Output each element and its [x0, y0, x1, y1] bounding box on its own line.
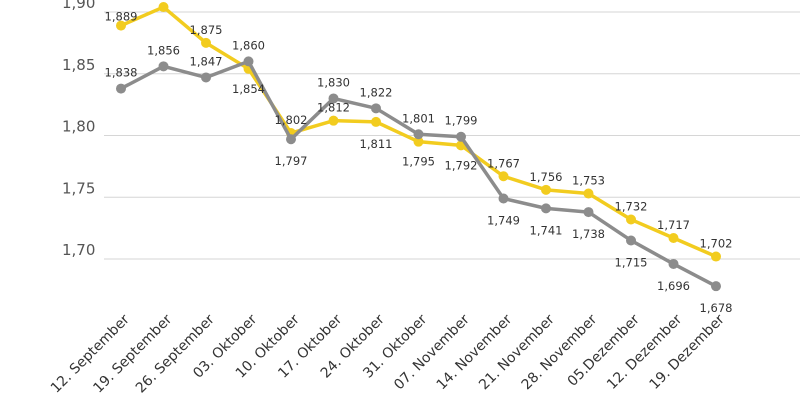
y-tick-label: 1,75 [62, 179, 95, 197]
data-label-yellow: 1,854 [232, 82, 265, 96]
data-point-yellow [371, 116, 381, 127]
data-point-yellow [541, 184, 551, 195]
data-point-yellow [116, 20, 126, 31]
data-point-gray [371, 103, 381, 114]
data-label-gray: 1,715 [615, 255, 648, 269]
data-label-yellow: 1,795 [402, 155, 435, 169]
data-point-gray [286, 134, 296, 145]
y-tick-label: 1,70 [62, 241, 95, 259]
data-label-yellow: 1,811 [360, 137, 393, 151]
data-point-gray [668, 258, 679, 269]
data-label-yellow: 1,753 [572, 174, 605, 188]
x-tick-label: 28. November [519, 311, 601, 393]
data-label-gray: 1,738 [572, 227, 605, 241]
data-label-gray: 1,696 [657, 279, 690, 293]
data-labels: 1,889 1,875 1,854 1,802 1,812 1,811 1,795 1,792… [105, 10, 733, 316]
data-point-gray [456, 131, 466, 142]
data-point-gray [498, 193, 509, 204]
x-tick-label: 14. November [434, 311, 516, 393]
data-label-yellow: 1,756 [530, 170, 563, 184]
data-point-yellow [711, 251, 721, 262]
data-label-yellow: 1,702 [700, 237, 733, 251]
data-label-yellow: 1,717 [657, 218, 690, 232]
y-tick-label: 1,80 [62, 118, 95, 136]
data-point-gray [711, 281, 721, 292]
series-line-gray [119, 59, 718, 288]
data-point-yellow [583, 188, 594, 199]
data-point-yellow [158, 2, 169, 13]
x-tick-label: 12. September [48, 311, 133, 396]
data-point-gray [158, 61, 169, 72]
data-label-gray: 1,856 [147, 43, 180, 57]
data-label-gray: 1,797 [275, 154, 308, 168]
data-label-yellow: 1,767 [487, 156, 520, 170]
x-tick-label: 21. November [476, 311, 558, 393]
data-label-gray: 1,847 [190, 54, 223, 68]
data-label-gray: 1,860 [232, 38, 265, 52]
data-label-yellow: 1,792 [445, 158, 478, 172]
data-label-yellow: 1,802 [275, 113, 308, 127]
data-point-gray [583, 207, 594, 218]
series [116, 2, 721, 292]
x-tick-label: 07. November [391, 311, 473, 393]
y-tick-label: 1,85 [62, 56, 95, 74]
data-point-yellow [668, 233, 679, 244]
data-label-gray: 1,799 [445, 114, 478, 128]
data-label-gray: 1,830 [317, 75, 350, 89]
data-point-yellow [413, 136, 424, 147]
data-point-gray [116, 83, 126, 94]
data-label-yellow: 1,889 [105, 10, 138, 24]
data-point-gray [413, 129, 424, 140]
data-point-yellow [498, 171, 509, 182]
x-tick-label: 19. Dezember [647, 311, 728, 392]
y-axis-ticks: 1,70 1,75 1,80 1,85 1,90 [62, 0, 95, 259]
data-point-gray [541, 203, 551, 214]
data-label-gray: 1,822 [360, 85, 393, 99]
data-point-yellow [201, 37, 211, 48]
data-label-gray: 1,678 [700, 301, 733, 315]
x-tick-label: 26. September [133, 311, 218, 396]
data-label-yellow: 1,732 [615, 199, 648, 213]
y-tick-label: 1,90 [62, 0, 95, 12]
data-label-gray: 1,741 [530, 223, 563, 237]
data-point-yellow [328, 115, 339, 126]
data-label-gray: 1,749 [487, 213, 520, 227]
data-point-gray [626, 235, 636, 246]
x-tick-label: 19. September [90, 311, 175, 396]
data-label-gray: 1,838 [105, 66, 138, 80]
data-label-yellow: 1,812 [317, 101, 350, 115]
data-point-gray [201, 72, 211, 83]
x-tick-label: 12. Dezember [604, 311, 685, 392]
data-point-gray [328, 93, 339, 104]
data-point-yellow [626, 214, 636, 225]
data-label-gray: 1,801 [402, 111, 435, 125]
data-point-gray [243, 56, 254, 67]
data-label-yellow: 1,875 [190, 23, 223, 37]
